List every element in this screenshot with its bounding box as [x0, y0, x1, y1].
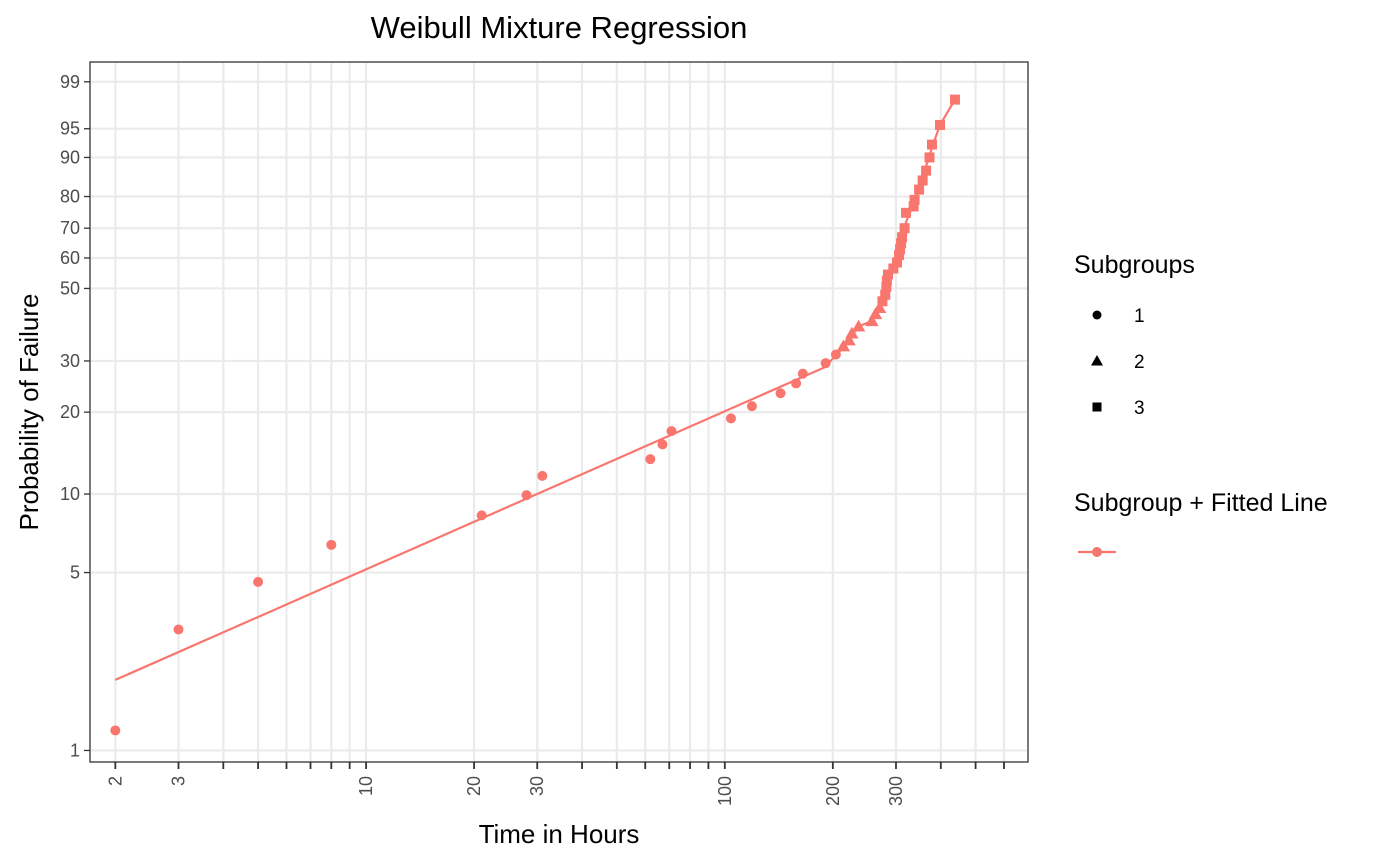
point-subgroup-1: [830, 349, 841, 360]
point-subgroup-1: [537, 470, 548, 481]
y-tick-label: 5: [70, 563, 80, 583]
point-subgroup-3: [888, 263, 899, 274]
x-tick-label: 300: [886, 776, 906, 806]
point-subgroup-2: [865, 314, 879, 327]
point-subgroup-1: [666, 426, 677, 437]
x-axis-title: Time in Hours: [479, 819, 640, 849]
point-subgroup-3: [892, 257, 903, 268]
y-tick-label: 30: [60, 351, 80, 371]
y-tick-label: 20: [60, 402, 80, 422]
point-subgroup-2: [842, 333, 856, 346]
x-tick-label: 20: [464, 776, 484, 796]
x-tick-label: 30: [527, 776, 547, 796]
point-subgroup-1: [746, 401, 757, 412]
point-subgroup-1: [326, 539, 337, 550]
point-subgroup-2: [872, 301, 887, 313]
x-tick-label: 100: [715, 776, 735, 806]
legend-item-3: 3: [1092, 398, 1145, 419]
legend-item-label: 2: [1134, 352, 1145, 373]
point-subgroup-3: [880, 289, 891, 300]
point-subgroup-3: [882, 269, 893, 280]
point-subgroup-1: [775, 388, 786, 399]
x-tick-label: 3: [168, 776, 188, 786]
point-subgroup-3: [926, 139, 937, 150]
data-points: [110, 94, 960, 736]
x-tick-label: 2: [105, 776, 125, 786]
legend-shape-items: 1 2 3: [1091, 306, 1145, 419]
y-tick-label: 60: [60, 248, 80, 268]
x-tick-label: 10: [356, 776, 376, 796]
point-subgroup-1: [110, 725, 121, 736]
legend-key-square: [1092, 402, 1102, 412]
y-tick-label: 99: [60, 72, 80, 92]
point-subgroup-3: [877, 296, 888, 307]
legend-shape-title: Subgroups: [1074, 251, 1195, 279]
point-subgroup-3: [894, 250, 905, 261]
point-subgroup-1: [173, 624, 184, 635]
point-subgroup-2: [836, 339, 851, 352]
point-subgroup-2: [868, 307, 883, 320]
point-subgroup-3: [881, 281, 892, 292]
legend-key-triangle: [1091, 355, 1103, 366]
point-subgroup-3: [896, 238, 907, 249]
point-subgroup-3: [917, 175, 928, 186]
y-tick-label: 50: [60, 278, 80, 298]
point-subgroup-3: [914, 184, 925, 195]
y-tick-label: 95: [60, 119, 80, 139]
point-subgroup-1: [725, 413, 736, 424]
legend-item-2: 2: [1091, 352, 1145, 373]
point-subgroup-1: [645, 454, 656, 465]
y-axis: 1 5 10 20 30 50 60 70 80 90 95 99: [60, 72, 90, 760]
point-subgroup-1: [476, 510, 487, 521]
point-subgroup-3: [908, 201, 919, 212]
y-tick-label: 10: [60, 484, 80, 504]
legend-item-label: 1: [1134, 306, 1145, 327]
point-subgroup-1: [521, 490, 532, 501]
x-tick-label: 200: [823, 776, 843, 806]
point-subgroup-2: [851, 319, 866, 332]
y-tick-label: 80: [60, 187, 80, 207]
point-subgroup-3: [921, 165, 932, 176]
legend-line-key: [1078, 547, 1116, 557]
point-subgroup-3: [949, 94, 960, 105]
point-subgroup-3: [897, 232, 908, 243]
y-tick-label: 90: [60, 147, 80, 167]
point-subgroup-1: [253, 576, 264, 587]
legend-line-point: [1092, 547, 1102, 557]
point-subgroup-1: [791, 378, 802, 389]
point-subgroup-3: [899, 223, 910, 234]
point-subgroup-1: [797, 368, 808, 379]
y-tick-label: 1: [70, 740, 80, 760]
legend-item-label: 3: [1134, 398, 1145, 419]
point-subgroup-3: [909, 194, 920, 205]
grid: [90, 62, 1028, 762]
point-subgroup-1: [657, 439, 668, 450]
legend: Subgroups 1 2 3 Subgroup + Fitted Line: [1074, 251, 1328, 557]
point-subgroup-3: [935, 119, 946, 130]
y-tick-label: 70: [60, 218, 80, 238]
legend-key-circle: [1092, 310, 1102, 320]
point-subgroup-2: [845, 326, 859, 339]
y-axis-title: Probability of Failure: [14, 294, 44, 531]
point-subgroup-3: [895, 244, 906, 255]
x-axis: 2 3 10 20 30 100 200 300: [105, 762, 1005, 806]
point-subgroup-1: [820, 358, 831, 369]
point-subgroup-3: [901, 207, 912, 218]
legend-item-1: 1: [1092, 306, 1145, 327]
chart-title: Weibull Mixture Regression: [371, 10, 748, 45]
point-subgroup-3: [881, 275, 892, 286]
legend-line-title: Subgroup + Fitted Line: [1074, 489, 1328, 517]
point-subgroup-3: [924, 152, 935, 163]
